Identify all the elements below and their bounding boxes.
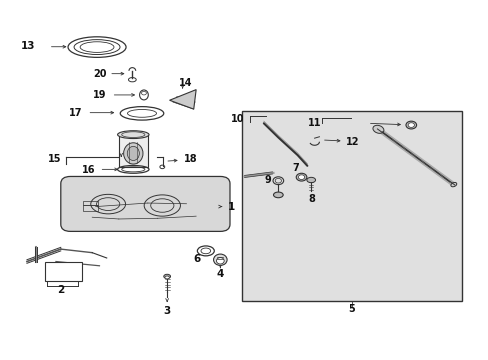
Ellipse shape <box>306 177 315 183</box>
Text: 11: 11 <box>308 118 321 128</box>
Ellipse shape <box>372 125 383 133</box>
Text: 16: 16 <box>82 166 95 175</box>
Ellipse shape <box>164 276 169 279</box>
Text: 20: 20 <box>93 69 106 79</box>
Ellipse shape <box>127 146 139 161</box>
Ellipse shape <box>117 131 149 139</box>
Text: 2: 2 <box>57 285 64 295</box>
Text: 3: 3 <box>163 306 170 316</box>
Text: 5: 5 <box>348 304 355 314</box>
Text: 12: 12 <box>346 137 359 147</box>
Text: 13: 13 <box>21 41 36 51</box>
Ellipse shape <box>296 173 306 181</box>
Ellipse shape <box>405 121 416 129</box>
Bar <box>242 111 461 301</box>
Text: 1: 1 <box>227 202 234 212</box>
Text: 10: 10 <box>230 114 244 124</box>
Text: 6: 6 <box>193 255 201 265</box>
FancyBboxPatch shape <box>61 176 229 231</box>
Text: 17: 17 <box>69 108 82 118</box>
Text: 7: 7 <box>292 163 299 173</box>
Polygon shape <box>169 90 196 109</box>
Ellipse shape <box>273 192 283 198</box>
Ellipse shape <box>123 143 142 164</box>
Ellipse shape <box>216 258 224 264</box>
Text: 4: 4 <box>216 269 224 279</box>
Bar <box>119 135 147 167</box>
Text: 18: 18 <box>183 154 197 165</box>
Bar <box>45 261 81 281</box>
Text: 9: 9 <box>264 175 271 185</box>
Text: 19: 19 <box>93 90 106 100</box>
Ellipse shape <box>407 123 414 127</box>
Bar <box>82 201 98 205</box>
Text: 8: 8 <box>308 194 315 204</box>
Bar <box>82 205 98 211</box>
Ellipse shape <box>450 183 456 187</box>
Ellipse shape <box>213 254 226 265</box>
Text: 14: 14 <box>179 77 192 87</box>
Ellipse shape <box>298 175 304 180</box>
Text: 15: 15 <box>48 154 61 165</box>
Ellipse shape <box>163 274 170 279</box>
